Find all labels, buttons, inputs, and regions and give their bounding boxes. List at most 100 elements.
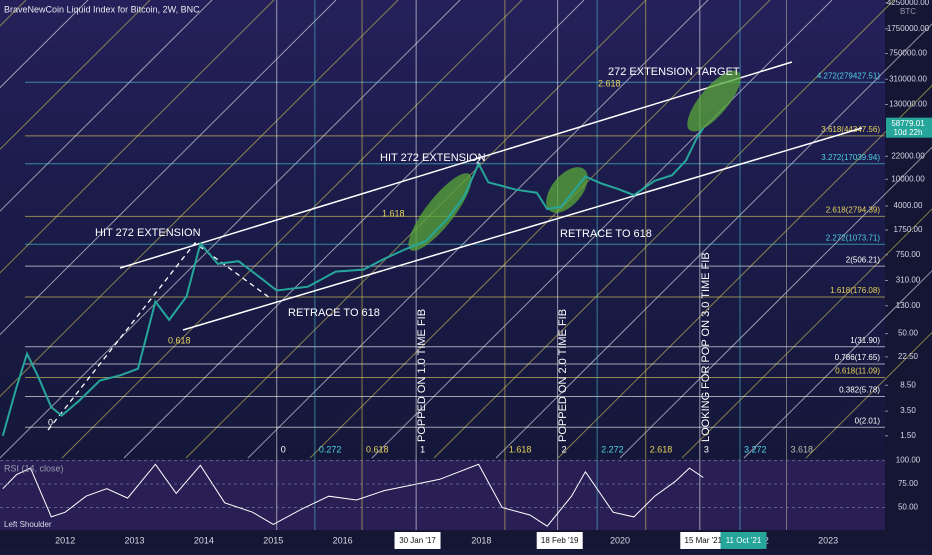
fan-line: [0, 0, 213, 212]
annotation: 2.618: [598, 78, 621, 88]
fan-line: [433, 0, 895, 459]
price-timer: 10d 22h: [894, 128, 923, 137]
time-fib-label: 1.618: [509, 444, 532, 454]
y-tick-label: 22000.00: [891, 151, 925, 160]
annotation: HIT 272 EXTENSION: [380, 152, 486, 164]
x-tick-label: 2013: [125, 535, 145, 545]
rsi-title: RSI (14, close): [4, 463, 64, 473]
rsi-line: [2, 463, 704, 527]
time-fib-label: 0.272: [319, 444, 342, 454]
x-tick-label: 2014: [194, 535, 214, 545]
rsi-tick-label: 75.00: [898, 479, 919, 488]
annotations: 272 EXTENSION TARGET 2.618 HIT 272 EXTEN…: [4, 66, 740, 529]
y-tick-label: 1750.00: [894, 225, 923, 234]
fan-line: [743, 270, 932, 459]
fib-label: 2.272(1073.71): [826, 233, 881, 242]
chart-title: BraveNewCoin Liquid Index for Bitcoin, 2…: [4, 4, 200, 14]
fib-label: 1.618(176.08): [830, 286, 880, 295]
date-tick-label: 18 Feb '19: [541, 536, 579, 545]
fan-line: [805, 331, 932, 459]
annotation: 272 EXTENSION TARGET: [608, 66, 740, 78]
annotation: POPPED ON 2.0 TIME FIB: [557, 309, 569, 442]
ellipse: [546, 167, 588, 213]
date-tick-label: 11 Oct '21: [726, 536, 762, 545]
fib-label: 0(2.01): [855, 416, 881, 425]
time-fib-label: 2: [562, 444, 567, 454]
y-tick-label: 310.00: [896, 276, 921, 285]
date-tick-box: [720, 532, 767, 549]
y-tick-label: 130.00: [896, 301, 921, 310]
upper-channel: [119, 61, 793, 269]
annotation: 0: [48, 417, 53, 427]
y-tick-label: 750.00: [896, 250, 921, 259]
y-tick-label: 8.50: [900, 380, 916, 389]
y-tick-label: 130000.00: [889, 100, 927, 109]
time-fib-label: 2.272: [601, 444, 624, 454]
time-fib-label: 1: [420, 444, 425, 454]
annotation: 2: [476, 155, 481, 165]
date-tick-label: 30 Jan '17: [399, 536, 436, 545]
time-fib-label: 3: [704, 444, 709, 454]
fan-line: [247, 0, 709, 459]
y-tick-label: 50.00: [898, 329, 919, 338]
x-tick-label: 2023: [818, 535, 838, 545]
x-tick-label: 2020: [610, 535, 630, 545]
fib-label: 2.618(2794.39): [826, 206, 881, 215]
x-tick-label: 2016: [333, 535, 353, 545]
fan-line: [0, 0, 399, 397]
fan-line: [371, 0, 833, 459]
fan-line: [681, 208, 932, 459]
fan-line: [0, 0, 151, 151]
y-tick-label: 3.50: [900, 406, 916, 415]
time-fib-label: 2.618: [650, 444, 673, 454]
x-tick-label: 2015: [263, 535, 283, 545]
fan-line: [619, 146, 932, 459]
fan-line: [557, 84, 932, 459]
fan-line: [0, 0, 275, 274]
fib-label: 4.272(279427.51): [817, 71, 881, 80]
fan-line: [0, 0, 337, 336]
annotation: RETRACE TO 618: [560, 228, 652, 240]
annotation: 0.618: [168, 335, 191, 345]
x-tick-label: 2012: [55, 535, 75, 545]
ellipse: [408, 173, 472, 251]
channel: [47, 61, 863, 431]
price-tag: [886, 117, 932, 138]
y-tick-label: 22.50: [898, 352, 919, 361]
ellipse: [687, 70, 741, 132]
time-fibs: 0 0.272 0.618 1 1.618 2 2.272 2.618 3 3.272 3.618: [276, 0, 814, 530]
y-tick-label: 10000.00: [891, 174, 925, 183]
date-tick-box: [394, 532, 441, 549]
rsi-tick-label: 100.00: [896, 456, 921, 465]
annotation: Left Shoulder: [4, 520, 52, 529]
date-tick-box: [680, 532, 727, 549]
fib-label: 3.272(17039.94): [821, 153, 880, 162]
y-tick-label: 1750000.00: [887, 24, 930, 33]
fan-line: [61, 0, 523, 459]
fan-line: [309, 0, 771, 459]
unit-label: BTC: [900, 7, 916, 16]
price-tag-label: 58779.01: [891, 119, 925, 128]
y-tick-label: 310000.00: [889, 74, 927, 83]
price-line: [1, 127, 705, 437]
axis-background: [885, 0, 932, 550]
dashed-wave: [47, 242, 271, 431]
time-fib-label: 3.272: [744, 444, 767, 454]
price: [1, 127, 705, 527]
annotation: HIT 272 EXTENSION: [95, 227, 201, 239]
annotation: 1.618: [382, 208, 405, 218]
y-tick-label: 1.50: [900, 431, 916, 440]
fan-lines: [0, 0, 932, 459]
y-tick-label: 4250000.00: [887, 0, 930, 7]
time-fib-label: 3.618: [791, 444, 814, 454]
annotation: LOOKING FOR POP ON 3.0 TIME FIB: [700, 252, 712, 442]
date-tick-label: 15 Mar '21: [685, 536, 723, 545]
fib-label: 2(506.21): [846, 255, 881, 264]
rsi-tick-label: 50.00: [898, 503, 919, 512]
x-axis-background: [0, 530, 885, 550]
annotation: RETRACE TO 618: [288, 307, 380, 319]
fan-line: [0, 0, 461, 459]
time-fib-label: 0.618: [366, 444, 389, 454]
